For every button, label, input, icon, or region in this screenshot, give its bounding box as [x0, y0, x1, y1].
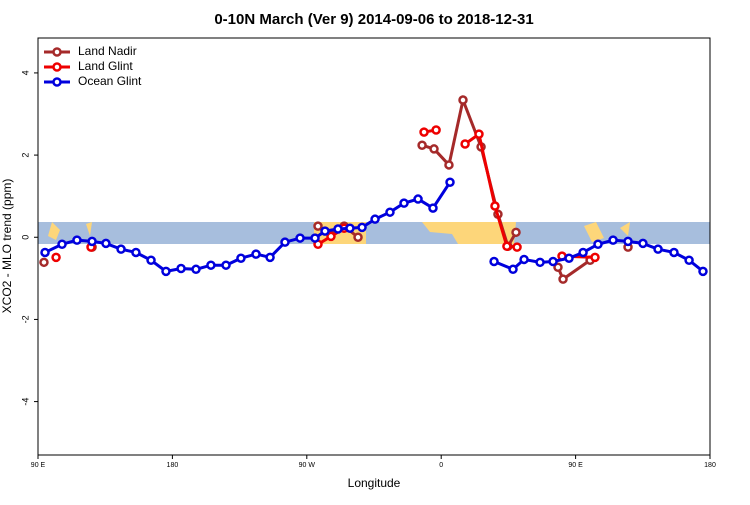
point — [345, 223, 355, 233]
point — [508, 264, 518, 275]
point — [313, 221, 323, 231]
point — [419, 127, 429, 137]
point — [333, 224, 343, 234]
point — [638, 238, 648, 249]
point — [146, 255, 156, 266]
y-tick-label: -4 — [20, 398, 30, 406]
y-tick-label: -2 — [20, 315, 30, 323]
point — [326, 231, 336, 242]
point — [385, 207, 395, 217]
point — [40, 247, 50, 258]
y-tick-label: 2 — [20, 153, 30, 158]
x-tick-label: 90 E — [31, 462, 46, 469]
point — [511, 227, 521, 238]
point — [353, 232, 363, 243]
point — [431, 125, 441, 135]
legend-marker — [52, 47, 62, 57]
point — [444, 160, 454, 170]
point — [413, 194, 423, 204]
point — [191, 264, 201, 275]
point — [295, 233, 305, 243]
point — [553, 262, 563, 272]
point — [458, 95, 468, 105]
x-tick-label: 90 E — [568, 462, 583, 469]
point — [51, 252, 61, 263]
point — [280, 237, 290, 247]
point — [176, 263, 186, 274]
point — [428, 203, 438, 213]
point — [490, 201, 500, 211]
point — [590, 252, 600, 263]
point — [558, 274, 568, 284]
point — [87, 236, 97, 247]
point — [684, 255, 694, 266]
point — [131, 247, 141, 258]
point — [698, 266, 708, 277]
legend-marker — [52, 77, 62, 87]
x-tick-label: 180 — [704, 462, 716, 469]
point — [564, 253, 574, 263]
x-axis-label: Longitude — [348, 476, 401, 490]
chart-title: 0-10N March (Ver 9) 2014-09-06 to 2018-1… — [214, 11, 533, 28]
legend-label: Land Nadir — [78, 44, 137, 58]
point — [608, 235, 618, 245]
point — [399, 198, 409, 208]
point — [72, 235, 82, 245]
point — [206, 260, 216, 270]
legend-label: Ocean Glint — [78, 74, 142, 88]
point — [489, 256, 499, 267]
point — [161, 266, 171, 277]
y-axis-label: XCO2 - MLO trend (ppm) — [0, 179, 14, 314]
point — [116, 244, 126, 254]
point — [265, 252, 275, 263]
point — [593, 239, 603, 249]
point — [474, 129, 484, 139]
point — [236, 253, 246, 263]
point — [39, 257, 49, 268]
point — [653, 244, 663, 254]
point — [251, 249, 261, 259]
plot-frame — [37, 37, 711, 456]
point — [57, 239, 67, 249]
point — [669, 247, 679, 258]
legend-label: Land Glint — [78, 59, 133, 73]
point — [578, 247, 588, 258]
point — [512, 242, 522, 252]
point — [101, 238, 111, 249]
x-tick-label: 90 W — [299, 462, 316, 469]
point — [460, 139, 470, 149]
point — [623, 236, 633, 247]
point — [535, 257, 545, 268]
legend-marker — [52, 62, 62, 72]
point — [320, 226, 330, 236]
x-tick-label: 180 — [167, 462, 179, 469]
point — [519, 254, 529, 265]
point — [548, 256, 558, 267]
point — [370, 214, 380, 224]
point — [310, 233, 320, 243]
point — [417, 140, 427, 150]
y-tick-label: 4 — [20, 70, 30, 75]
point — [429, 144, 439, 154]
point — [502, 241, 512, 252]
point — [221, 260, 231, 270]
point — [445, 177, 455, 187]
y-tick-label: 0 — [20, 235, 30, 240]
point — [357, 222, 367, 233]
x-tick-label: 0 — [439, 462, 443, 469]
